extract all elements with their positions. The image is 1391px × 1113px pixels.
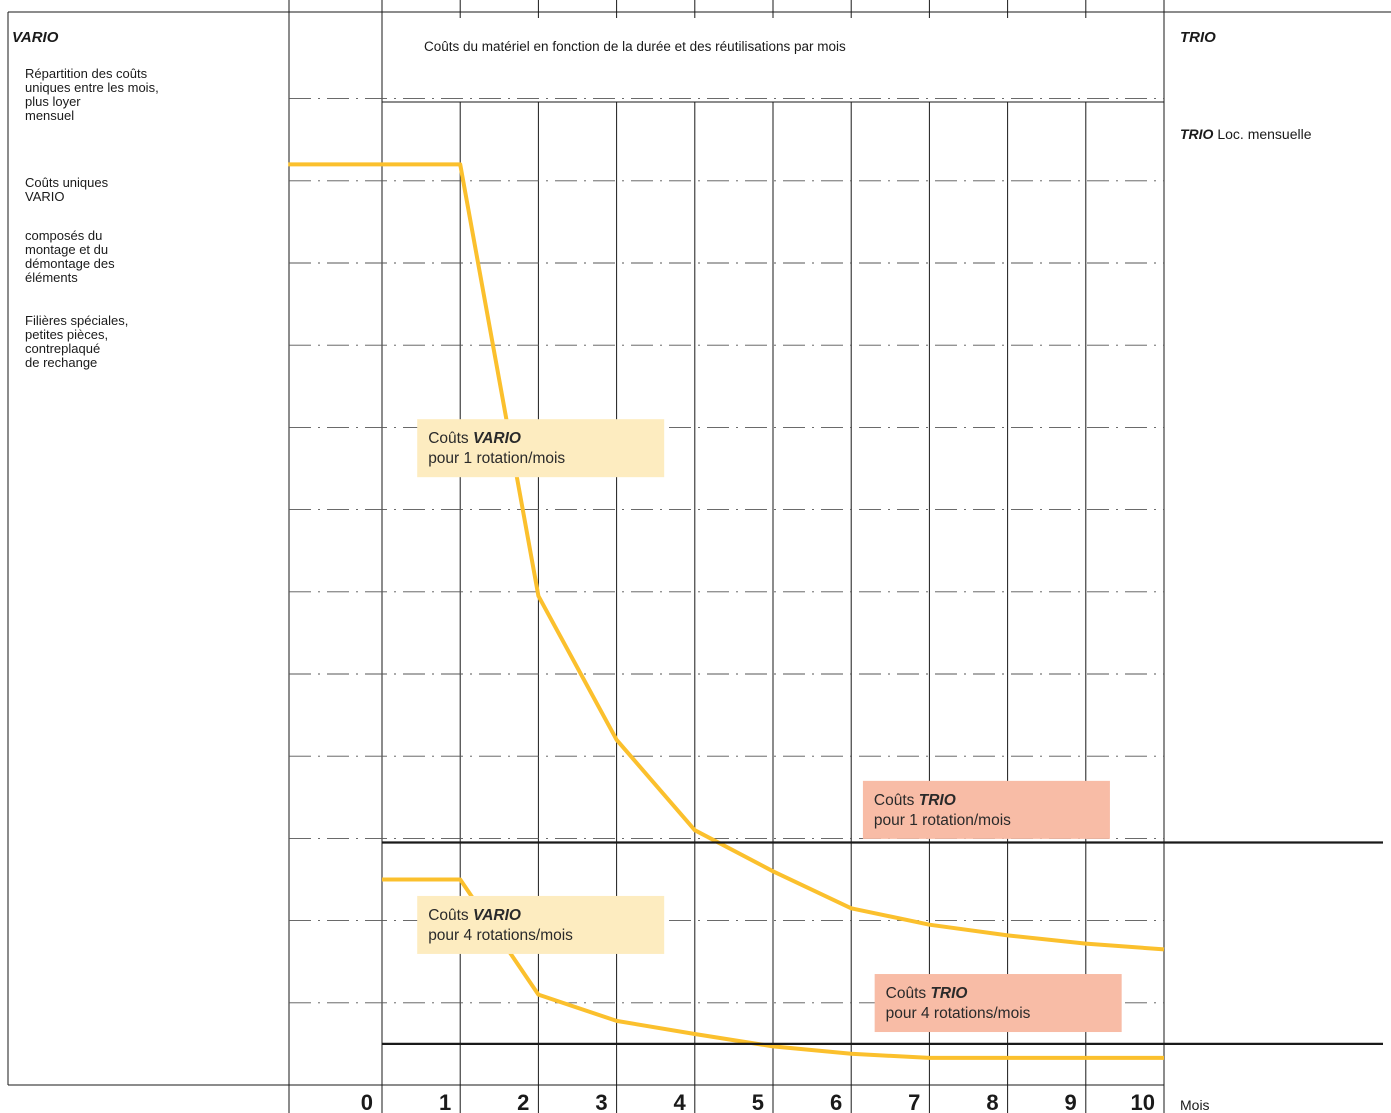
annotation-line2: pour 1 rotation/mois	[428, 450, 565, 467]
x-tick-label: 10	[1131, 1090, 1155, 1113]
annotation-line1: Coûts TRIO	[874, 792, 956, 809]
annotation-box	[417, 419, 665, 478]
x-tick-label: 8	[986, 1090, 998, 1113]
x-tick-label: 3	[595, 1090, 607, 1113]
right-label-rest: Loc. mensuelle	[1213, 126, 1311, 142]
chart-grid	[289, 0, 1165, 1113]
right-label-bold: TRIO	[1180, 126, 1214, 142]
chart-series	[288, 162, 1383, 1060]
x-tick-label: 5	[752, 1090, 764, 1113]
annotation-brand: TRIO	[919, 792, 956, 809]
series-line-vario4	[382, 877, 1164, 1060]
left-description-line: montage et du	[25, 242, 108, 257]
left-description-line: petites pièces,	[25, 327, 108, 342]
annotation-line1: Coûts VARIO	[428, 907, 521, 924]
x-tick-label: 2	[517, 1090, 529, 1113]
annotation-line1: Coûts TRIO	[886, 985, 968, 1002]
left-description-line: Coûts uniques	[25, 175, 109, 190]
x-tick-label: 1	[439, 1090, 451, 1113]
annotation-vario4: Coûts VARIO pour 4 rotations/mois	[417, 895, 665, 954]
left-header: VARIO	[12, 29, 59, 46]
left-description-line: éléments	[25, 270, 78, 285]
annotation-prefix: Coûts	[886, 985, 931, 1002]
annotation-box	[862, 780, 1110, 839]
x-tick-label: 4	[674, 1090, 687, 1113]
left-description-line: mensuel	[25, 108, 74, 123]
left-description-line: de rechange	[25, 355, 97, 370]
chart-frame	[7, 0, 1391, 1113]
annotation-line2: pour 1 rotation/mois	[874, 812, 1011, 829]
chart-title: Coûts du matériel en fonction de la duré…	[424, 39, 846, 54]
x-tick-label: 6	[830, 1090, 842, 1113]
left-description-line: contreplaqué	[25, 341, 100, 356]
left-description-line: composés du	[25, 228, 102, 243]
annotation-prefix: Coûts	[874, 792, 919, 809]
annotation-trio4: Coûts TRIO pour 4 rotations/mois	[874, 974, 1122, 1033]
left-description-line: VARIO	[25, 189, 65, 204]
annotation-brand: VARIO	[473, 907, 521, 924]
annotation-trio1: Coûts TRIO pour 1 rotation/mois	[862, 780, 1110, 839]
right-label: TRIO Loc. mensuelle	[1180, 126, 1312, 142]
annotation-prefix: Coûts	[428, 907, 473, 924]
annotation-brand: VARIO	[473, 430, 521, 447]
left-description-line: uniques entre les mois,	[25, 80, 159, 95]
x-axis-label: Mois	[1180, 1097, 1210, 1113]
annotation-line2: pour 4 rotations/mois	[428, 927, 573, 944]
left-description-line: Filières spéciales,	[25, 313, 128, 328]
x-tick-label: 7	[908, 1090, 920, 1113]
annotation-prefix: Coûts	[428, 430, 473, 447]
left-description-line: démontage des	[25, 256, 115, 271]
left-description-line: plus loyer	[25, 94, 81, 109]
annotation-vario1: Coûts VARIO pour 1 rotation/mois	[417, 419, 665, 478]
annotation-box	[874, 974, 1122, 1033]
x-tick-label: 9	[1065, 1090, 1077, 1113]
right-header: TRIO	[1180, 29, 1216, 46]
left-description-line: Répartition des coûts	[25, 66, 148, 81]
annotation-box	[417, 895, 665, 954]
annotation-brand: TRIO	[930, 985, 967, 1002]
x-axis-ticks: 0 1 2 3 4 5 6 7 8 9 10	[361, 1090, 1155, 1113]
x-tick-label: 0	[361, 1090, 373, 1113]
annotation-line2: pour 4 rotations/mois	[886, 1005, 1031, 1022]
annotation-line1: Coûts VARIO	[428, 430, 521, 447]
